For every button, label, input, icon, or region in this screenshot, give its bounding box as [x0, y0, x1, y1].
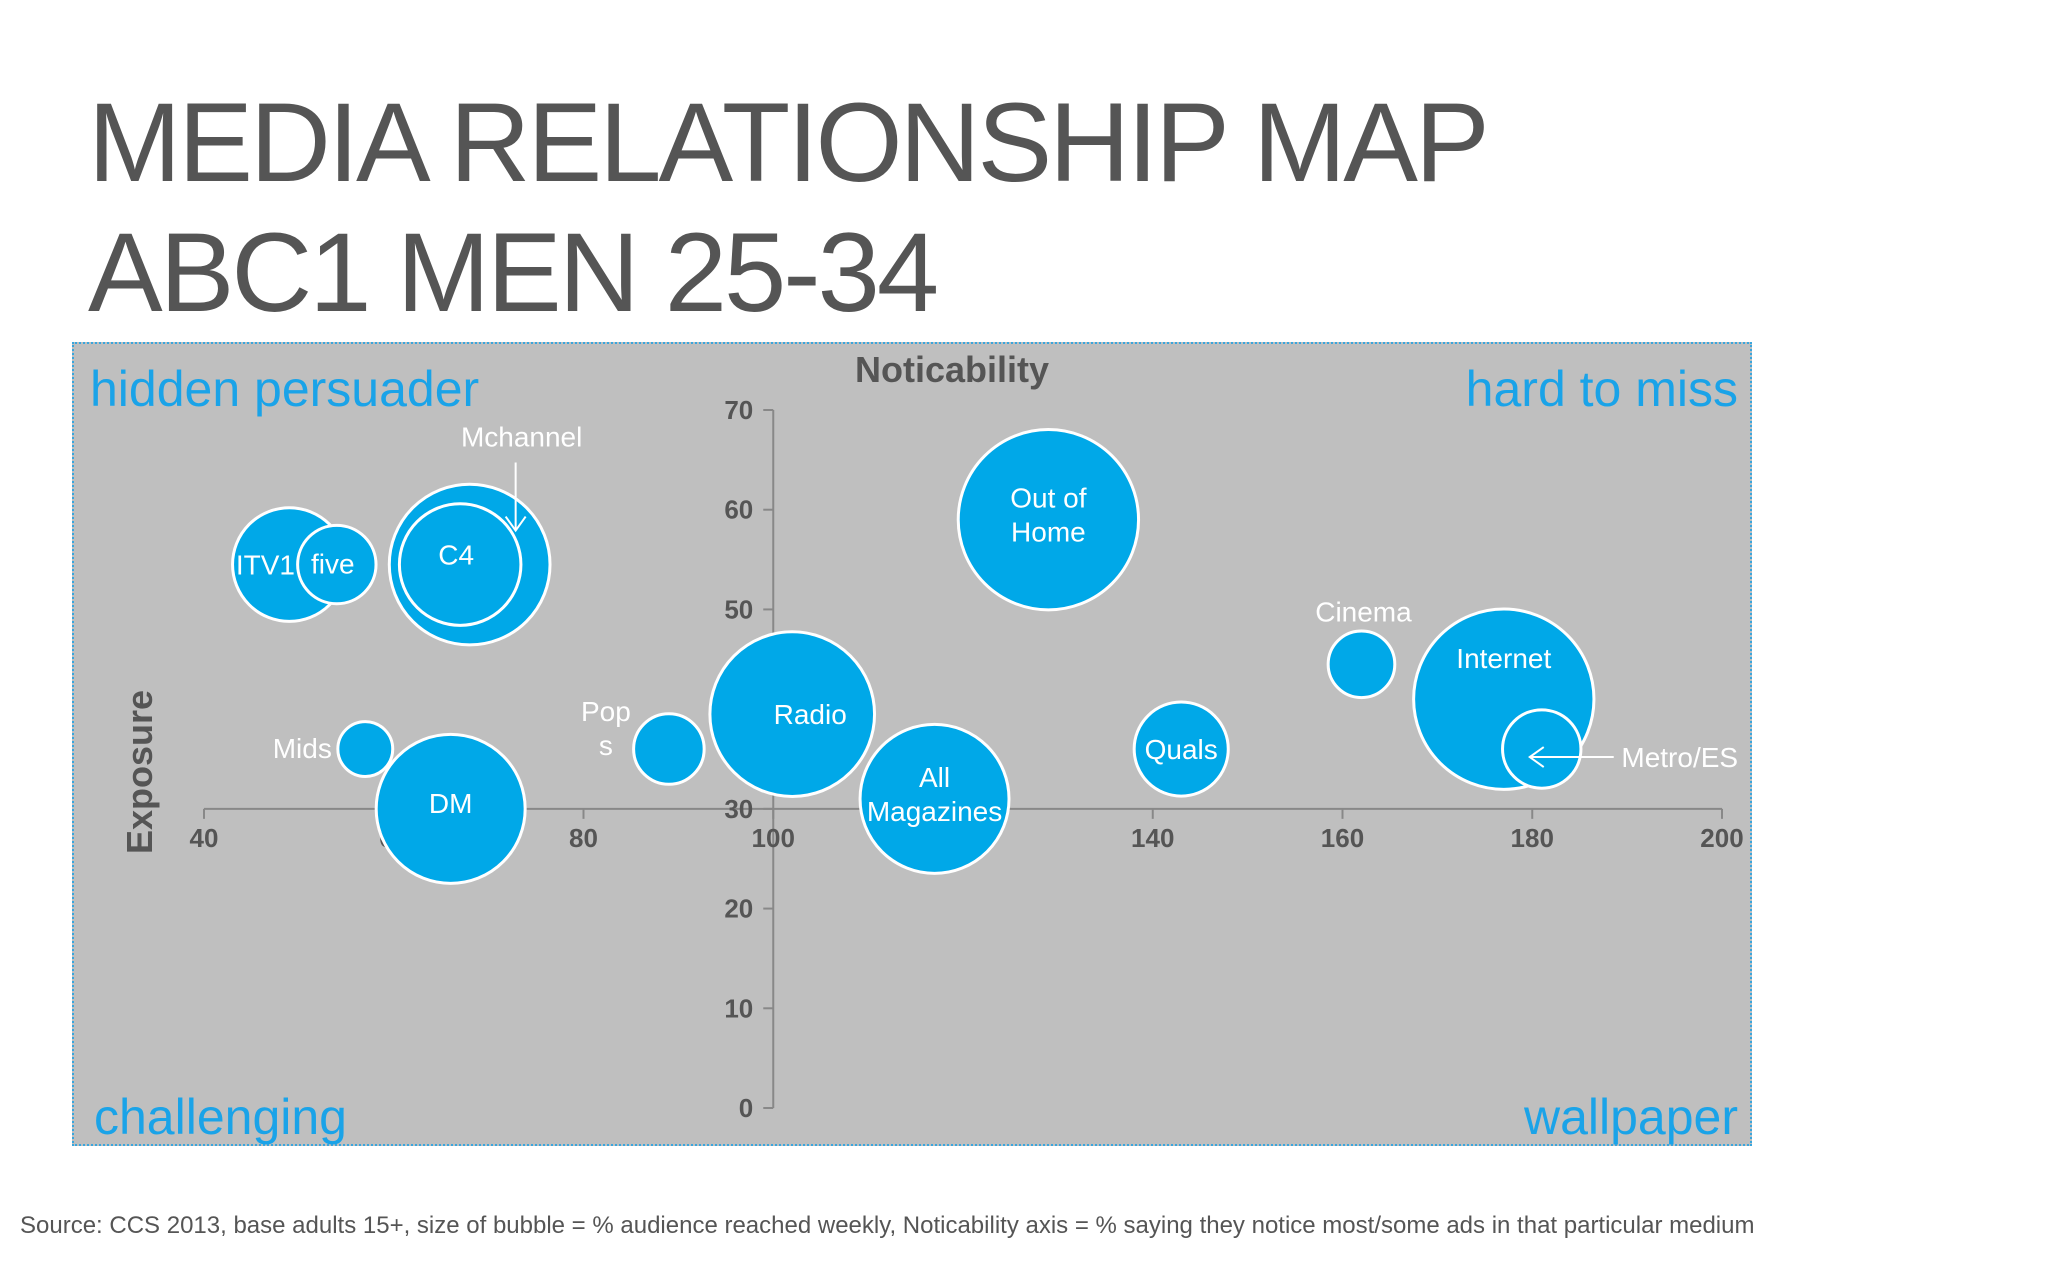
- bubble-label-line: Pop: [581, 696, 631, 727]
- metro-arrow-head: [1528, 746, 1545, 768]
- x-tick-label: 80: [569, 823, 598, 853]
- bubble-label-line: ITV1: [236, 550, 295, 581]
- bubble-label-line: Mchannel: [461, 422, 582, 453]
- bubble-label: C4: [438, 540, 474, 571]
- quadrant-label-bottom-left: challenging: [94, 1089, 347, 1145]
- bubble-label: All Magazines: [867, 762, 1002, 827]
- source-note: Source: CCS 2013, base adults 15+, size …: [20, 1212, 1755, 1239]
- x-tick-label: 160: [1321, 823, 1364, 853]
- bubble-label: Pop s: [581, 696, 631, 761]
- bubble-label-line: DM: [429, 788, 473, 819]
- bubble-label-line: C4: [438, 540, 474, 571]
- bubble-cinema: [1326, 629, 1397, 700]
- x-tick-label: 180: [1511, 823, 1554, 853]
- bubble-label: Metro/ES: [1621, 742, 1738, 773]
- y-tick-label: 60: [724, 495, 753, 525]
- bubble-label-line: Cinema: [1315, 596, 1412, 627]
- bubble-label-line: All: [919, 762, 950, 793]
- bubble-label: DM: [429, 788, 473, 819]
- bubble-label-line: Quals: [1145, 734, 1218, 765]
- bubble-pop-s: [632, 712, 706, 786]
- bubble-label: ITV1: [236, 550, 295, 581]
- chart-bubbles: [231, 428, 1596, 885]
- bubble-label: Mids: [273, 733, 332, 764]
- y-axis-title: Exposure: [119, 690, 160, 854]
- x-tick-label: 100: [752, 823, 795, 853]
- bubble-label-line: Magazines: [867, 796, 1002, 827]
- bubble-label: Out of Home: [1010, 483, 1086, 548]
- y-tick-label: 30: [724, 794, 753, 824]
- bubble-dm: [374, 732, 527, 885]
- bubble-label-line: s: [599, 730, 613, 761]
- bubble-label: Radio: [774, 699, 847, 730]
- bubble-label-line: Internet: [1456, 643, 1551, 674]
- bubble-label: five: [311, 549, 355, 580]
- bubble-radio: [708, 630, 877, 798]
- title-line-2: ABC1 MEN 25-34: [88, 210, 939, 335]
- bubble-quals: [1132, 700, 1230, 798]
- bubble-label: Cinema: [1315, 596, 1412, 627]
- y-tick-label: 70: [724, 395, 753, 425]
- y-tick-label: 50: [724, 594, 753, 624]
- title-line-1: MEDIA RELATIONSHIP MAP: [88, 80, 1490, 205]
- bubble-five: [296, 523, 378, 606]
- bubble-label-line: Mids: [273, 733, 332, 764]
- quadrant-label-top-left: hidden persuader: [90, 361, 480, 417]
- x-tick-label: 140: [1131, 823, 1174, 853]
- bubble-label: Quals: [1145, 734, 1218, 765]
- slide-title: MEDIA RELATIONSHIP MAP ABC1 MEN 25-34: [88, 78, 1490, 338]
- bubble-label-line: Home: [1011, 517, 1086, 548]
- bubble-label-line: five: [311, 549, 355, 580]
- y-tick-label: 0: [739, 1093, 753, 1123]
- bubble-label: Mchannel: [461, 422, 582, 453]
- bubble-label-line: Out of: [1010, 483, 1086, 514]
- bubble-label-line: Radio: [774, 699, 847, 730]
- bubble-label: Internet: [1456, 643, 1551, 674]
- bubble-all-magazines: [858, 722, 1011, 875]
- bubble-label-line: Metro/ES: [1621, 742, 1738, 773]
- x-tick-label: 40: [190, 823, 219, 853]
- bubble-out-of-home: [956, 428, 1141, 612]
- bubble-c4: [397, 502, 523, 627]
- quadrant-label-bottom-right: wallpaper: [1523, 1089, 1738, 1145]
- bubble-mids: [336, 720, 395, 778]
- x-axis-title: Noticability: [855, 349, 1049, 390]
- chart-labels: ITV1 five Mchannel C4 Mids DM Pop s Radio All Maga…: [236, 422, 1738, 827]
- x-tick-label: 200: [1700, 823, 1743, 853]
- y-tick-label: 20: [724, 894, 753, 924]
- y-tick-label: 10: [724, 993, 753, 1023]
- mchannel-arrow-head: [504, 515, 527, 533]
- quadrant-label-top-right: hard to miss: [1465, 361, 1738, 417]
